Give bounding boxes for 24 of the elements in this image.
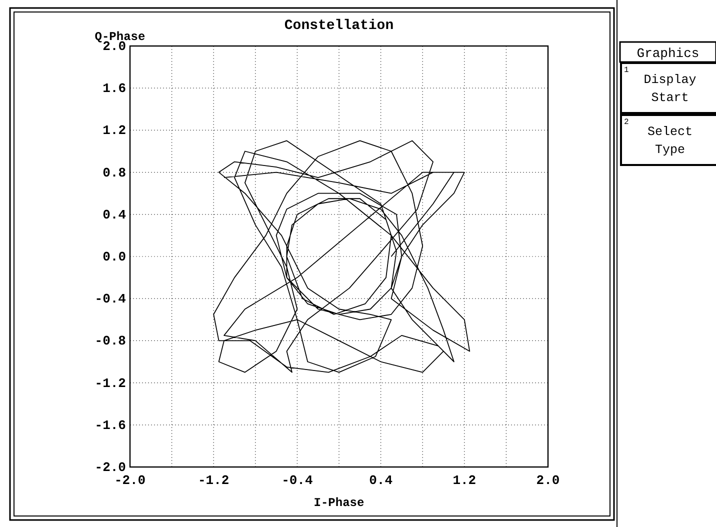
chart-title: Constellation: [284, 18, 394, 34]
text: 2: [624, 118, 629, 127]
y-tick-label: -0.4: [94, 292, 126, 307]
x-tick-label: 0.4: [369, 473, 393, 488]
text: Select Type: [647, 125, 693, 157]
x-tick-label: 2.0: [536, 473, 560, 488]
y-tick-label: 0.0: [102, 250, 126, 264]
y-tick-label: -0.8: [94, 334, 126, 349]
y-tick-label: 0.4: [102, 207, 126, 222]
y-tick-label: -2.0: [94, 460, 126, 475]
y-tick-label: 0.8: [102, 165, 126, 180]
x-tick-label: -0.4: [282, 473, 313, 488]
text: 1: [624, 66, 629, 75]
x-tick-label: 1.2: [452, 473, 476, 488]
x-tick-label: -2.0: [114, 473, 146, 488]
y-tick-label: 1.2: [102, 123, 126, 138]
y-tick-label: 1.6: [102, 81, 126, 96]
x-axis-title: I-Phase: [314, 496, 364, 510]
line-series: [213, 140, 470, 373]
x-tick-label: -1.2: [198, 473, 230, 488]
text: Display Start: [644, 73, 697, 105]
y-tick-label: -1.6: [94, 418, 126, 433]
y-tick-label: -1.2: [94, 376, 126, 391]
text: Graphics: [636, 46, 700, 61]
